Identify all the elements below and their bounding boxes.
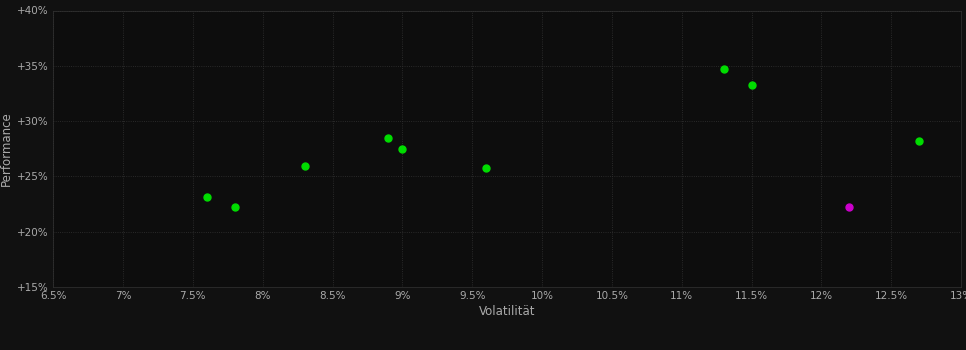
Y-axis label: Performance: Performance <box>0 111 14 186</box>
Point <box>297 164 312 169</box>
Point <box>912 138 927 144</box>
Point <box>716 66 731 72</box>
Point <box>381 135 396 140</box>
Point <box>395 146 411 152</box>
Point <box>841 204 857 210</box>
Point <box>478 165 494 170</box>
Point <box>744 82 759 88</box>
Point <box>227 204 242 210</box>
Point <box>199 195 214 200</box>
X-axis label: Volatilität: Volatilität <box>479 305 535 318</box>
